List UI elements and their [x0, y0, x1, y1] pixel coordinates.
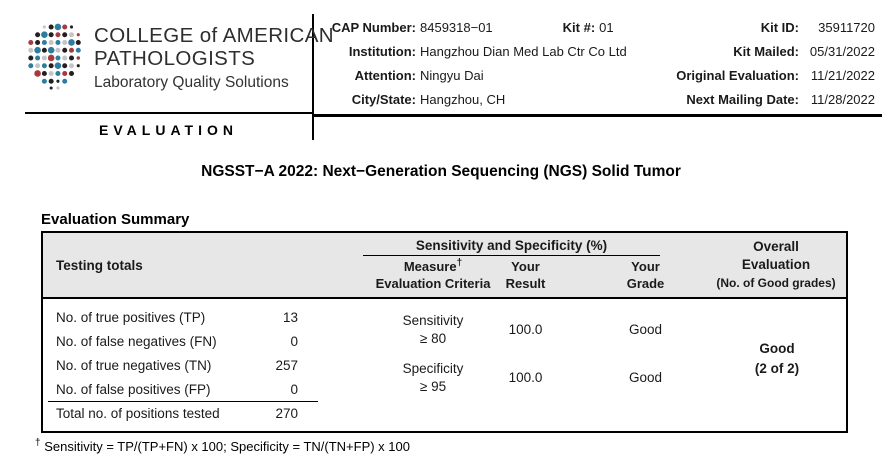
cap-number-value: 8459318−01: [420, 20, 493, 35]
institution-label: Institution:: [348, 44, 416, 59]
fp-value: 0: [290, 381, 298, 397]
sensitivity-criteria: ≥ 80: [419, 330, 447, 346]
info-row-1: CAP Number: 8459318−01 Kit #: 01 Kit ID:…: [326, 21, 875, 35]
info-row-3: Attention: Ningyu Dai Original Evaluatio…: [326, 69, 875, 83]
kit-number-group: Kit #: 01: [563, 21, 614, 35]
specificity-criteria: ≥ 95: [419, 378, 447, 394]
table-row-true-positives: No. of true positives (TP) 13: [43, 306, 343, 330]
footnote-text: Sensitivity = TP/(TP+FN) x 100; Specific…: [44, 438, 410, 454]
kit-id-label: Kit ID:: [760, 20, 799, 35]
next-mailing-date-group: Next Mailing Date: 11/28/2022: [686, 93, 875, 107]
overall-grade: Good: [759, 341, 795, 357]
cap-wordmark: COLLEGE of AMERICAN PATHOLOGISTS Laborat…: [94, 22, 334, 92]
cap-logo: COLLEGE of AMERICAN PATHOLOGISTS Laborat…: [25, 22, 334, 92]
letterhead: COLLEGE of AMERICAN PATHOLOGISTS Laborat…: [0, 0, 882, 140]
cap-logo-dots-icon: [28, 23, 81, 90]
overall-evaluation-result: Good (2 of 2): [708, 339, 846, 392]
kit-mailed-group: Kit Mailed: 05/31/2022: [733, 45, 875, 59]
table-header: Testing totals Sensitivity and Specifici…: [43, 233, 846, 299]
next-mailing-date-value: 11/28/2022: [810, 92, 875, 107]
table-row-false-positives: No. of false positives (FP) 0: [48, 378, 318, 402]
fn-label: No. of false negatives (FN): [56, 334, 217, 350]
evaluation-summary-section: Evaluation Summary Testing totals Sensit…: [35, 211, 848, 454]
attention-value: Ningyu Dai: [420, 68, 484, 83]
measure-sensitivity: Sensitivity ≥ 80: [343, 312, 493, 348]
original-evaluation-group: Original Evaluation: 11/21/2022: [676, 69, 875, 83]
specificity-result: 100.0: [508, 370, 543, 386]
kit-mailed-label: Kit Mailed:: [733, 44, 799, 59]
tp-value: 13: [282, 310, 298, 326]
sensitivity-result: 100.0: [508, 322, 543, 338]
specificity-grade: Good: [628, 370, 663, 386]
kit-info-block: CAP Number: 8459318−01 Kit #: 01 Kit ID:…: [314, 14, 882, 117]
original-evaluation-label: Original Evaluation:: [676, 68, 799, 83]
kit-number-label: Kit #:: [562, 20, 596, 35]
table-row-total-positions: Total no. of positions tested 270: [43, 402, 343, 426]
kit-id-group: Kit ID: 35911720: [761, 21, 875, 35]
measure-specificity: Specificity ≥ 95: [343, 360, 493, 396]
sensitivity-grade: Good: [628, 322, 663, 338]
col-header-your-result: Your Result: [493, 259, 603, 293]
evaluation-summary-table: Testing totals Sensitivity and Specifici…: [41, 231, 848, 433]
institution-value: Hangzhou Dian Med Lab Ctr Co Ltd: [420, 44, 627, 59]
tp-label: No. of true positives (TP): [56, 310, 206, 326]
result-header-line2: Result: [505, 275, 546, 291]
grade-header-line1: Your: [631, 259, 660, 274]
summary-heading: Evaluation Summary: [41, 211, 190, 228]
total-value: 270: [275, 406, 298, 422]
table-body: No. of true positives (TP) 13 No. of fal…: [43, 299, 846, 431]
attention-label: Attention:: [354, 68, 416, 83]
brand-block: COLLEGE of AMERICAN PATHOLOGISTS Laborat…: [0, 14, 334, 140]
kit-mailed-value: 05/31/2022: [809, 44, 875, 59]
measure-header-line2: Evaluation Criteria: [375, 275, 491, 291]
table-row-false-negatives: No. of false negatives (FN) 0: [43, 330, 343, 354]
col-header-your-grade: Your Grade: [603, 259, 708, 293]
letterhead-left-rule: [25, 112, 312, 115]
total-label: Total no. of positions tested: [56, 406, 220, 422]
specificity-name: Specificity: [402, 360, 464, 376]
measure-dagger: †: [456, 257, 463, 269]
city-state-label: City/State:: [351, 92, 416, 107]
tn-label: No. of true negatives (TN): [56, 358, 212, 374]
footnote: † Sensitivity = TP/(TP+FN) x 100; Specif…: [35, 437, 848, 454]
col-header-measure: Measure† Evaluation Criteria: [343, 257, 493, 293]
kit-id-value: 35911720: [818, 20, 875, 35]
cap-number-label: CAP Number:: [331, 20, 416, 35]
original-evaluation-value: 11/21/2022: [810, 68, 875, 83]
info-row-4: City/State: Hangzhou, CH Next Mailing Da…: [326, 93, 875, 107]
overall-header-line3: (No. of Good grades): [716, 275, 836, 290]
measure-header-line1: Measure: [403, 259, 457, 274]
sensitivity-name: Sensitivity: [402, 312, 464, 328]
fp-label: No. of false positives (FP): [56, 381, 211, 397]
grade-header-line2: Grade: [626, 275, 665, 291]
overall-header-line2: Evaluation: [741, 256, 811, 272]
col-header-overall-evaluation: Overall Evaluation (No. of Good grades): [708, 238, 846, 293]
brand-name-line1: COLLEGE of AMERICAN: [94, 24, 335, 47]
next-mailing-date-label: Next Mailing Date:: [686, 92, 799, 107]
col-header-testing-totals: Testing totals: [56, 257, 143, 273]
overall-header-line1: Overall: [753, 239, 799, 254]
fn-value: 0: [290, 334, 298, 350]
table-row-true-negatives: No. of true negatives (TN) 257: [43, 354, 343, 378]
tn-value: 257: [275, 358, 298, 374]
brand-name-line2: PATHOLOGISTS: [94, 46, 256, 70]
info-row-2: Institution: Hangzhou Dian Med Lab Ctr C…: [326, 45, 875, 59]
result-header-line1: Your: [511, 259, 540, 274]
overall-count: (2 of 2): [754, 360, 800, 376]
section-label-evaluation: EVALUATION: [99, 122, 238, 139]
footnote-dagger: †: [35, 437, 41, 449]
document-title: NGSST−A 2022: Next−Generation Sequencing…: [201, 163, 681, 180]
col-group-header-sensitivity-specificity: Sensitivity and Specificity (%): [363, 238, 660, 256]
kit-number-value: 01: [599, 20, 614, 35]
brand-tagline: Laboratory Quality Solutions: [94, 74, 289, 92]
city-state-value: Hangzhou, CH: [420, 92, 506, 107]
